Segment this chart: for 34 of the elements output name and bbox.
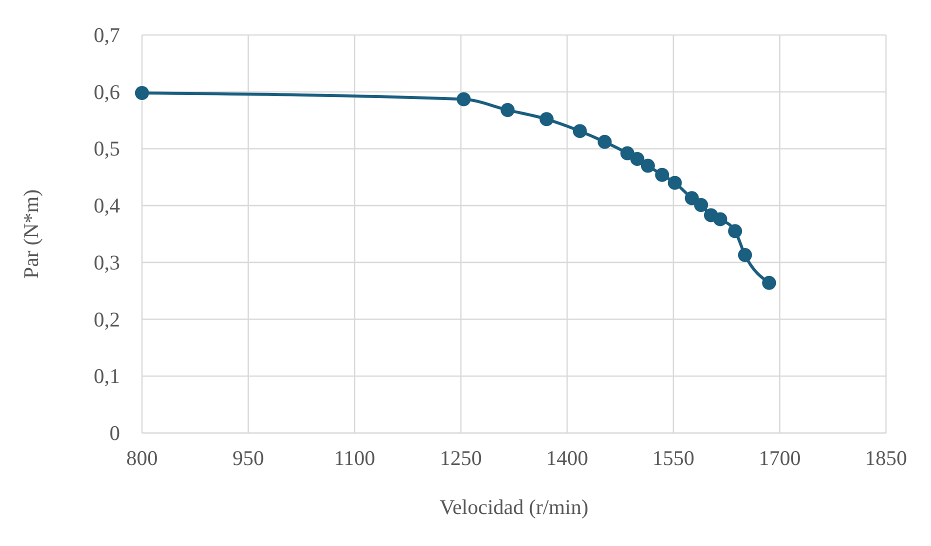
x-tick-label: 1550 (652, 446, 694, 470)
point (540, 112, 554, 126)
y-tick-label: 0,1 (94, 364, 120, 388)
point (762, 276, 776, 290)
point (668, 176, 682, 190)
y-tick-label: 0,5 (94, 136, 120, 161)
point (684, 191, 699, 206)
x-axis-title: Velocidad (r/min) (440, 495, 588, 519)
point (640, 158, 655, 173)
y-tick-label: 0,7 (94, 23, 120, 47)
point (456, 92, 471, 106)
y-tick-label: 0,3 (94, 250, 120, 274)
x-tick-label: 800 (126, 446, 158, 470)
x-tick-label: 1850 (865, 446, 907, 470)
point (728, 224, 742, 238)
y-tick-label: 0 (110, 421, 120, 445)
x-tick-label: 1250 (440, 446, 482, 470)
x-tick-label: 950 (232, 446, 264, 470)
point (738, 248, 752, 262)
point (694, 198, 708, 212)
point (655, 168, 670, 182)
point (598, 134, 612, 149)
point (630, 152, 644, 166)
point (135, 86, 149, 100)
point (572, 124, 587, 138)
point (713, 212, 728, 226)
point (500, 103, 515, 118)
y-axis-title: Par (N*m) (19, 189, 43, 279)
y-tick-label: 0,4 (94, 194, 120, 218)
x-tick-label: 1700 (758, 446, 801, 470)
x-tick-label: 1400 (546, 446, 588, 470)
y-tick-label: 0,2 (94, 307, 120, 332)
x-tick-label: 1100 (334, 446, 376, 470)
y-tick-label: 0,6 (94, 80, 120, 104)
